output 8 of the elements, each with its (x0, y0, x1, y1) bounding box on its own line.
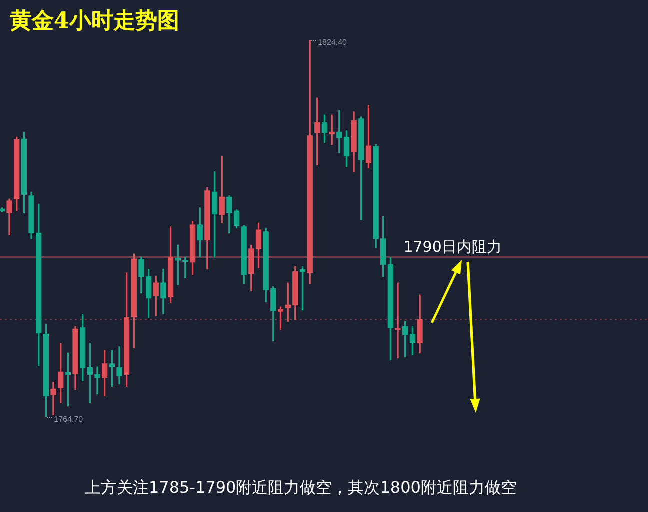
chart-title: 黄金4小时走势图 (10, 7, 180, 36)
annotation: 1764.70 (54, 415, 84, 424)
candlestick (329, 114, 335, 146)
candlestick (116, 346, 122, 384)
candlestick (50, 382, 56, 416)
ref-line-label: 1790日内阻力 (404, 238, 502, 256)
text: 上方关注1785-1790附近阻力做空，其次1800附近阻力做空 (85, 478, 517, 499)
annotation: 1824.40 (318, 38, 348, 48)
